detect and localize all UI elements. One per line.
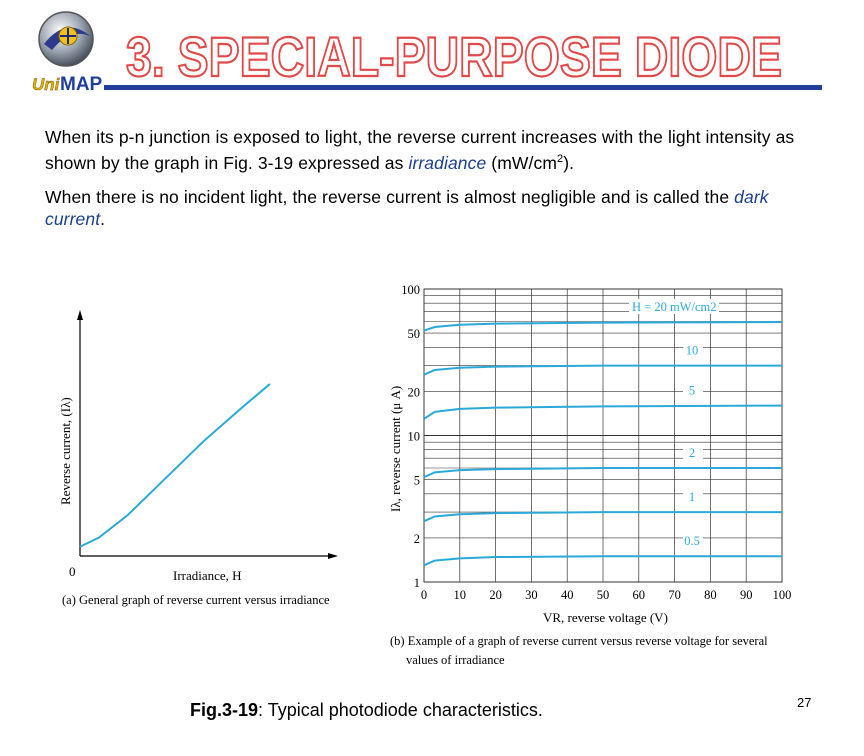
chart-b-xtick: 100	[773, 588, 792, 602]
logo-text-uni: Uni	[32, 75, 61, 94]
unimap-logo: Uni MAP	[32, 11, 103, 95]
chart-b-subtitle-line1: (b) Example of a graph of reverse curren…	[390, 634, 768, 648]
paragraph-dark-current: When there is no incident light, the rev…	[45, 187, 769, 229]
chart-b-series-line	[423, 467, 782, 479]
chart-b-label-bg	[683, 382, 703, 398]
chart-b-series-line	[423, 555, 782, 567]
chart-a-y-arrow	[77, 310, 83, 320]
chart-b-label-bg	[683, 489, 703, 505]
page-number: 27	[797, 695, 812, 710]
chart-b-series-line	[423, 404, 783, 420]
chart-b-series-label: H = 20 mW/cm2	[632, 300, 716, 314]
chart-b-grid	[423, 288, 783, 583]
chart-b-ytick: 100	[401, 283, 420, 297]
chart-b-xtick: 80	[704, 588, 717, 602]
chart-b-label-bg	[683, 445, 703, 461]
chart-b-series-line	[423, 321, 783, 332]
caption-label: Fig.3-19	[190, 700, 259, 720]
chart-b-label-bg	[629, 299, 719, 315]
chart-b-series-label: 1	[689, 490, 695, 504]
chart-b-xtick: 40	[561, 588, 574, 602]
chart-b-xtick: 50	[597, 588, 610, 602]
page-title-text: 3. SPECIAL-PURPOSE DIODE	[126, 25, 782, 84]
chart-b-ytick: 2	[414, 532, 420, 546]
chart-b-series-label: 0.5	[684, 534, 700, 548]
term-dark-current: dark current	[45, 187, 769, 229]
chart-b-ytick: 5	[414, 474, 420, 488]
chart-a-origin-label: 0	[69, 564, 76, 579]
chart-b-ytick: 20	[408, 385, 421, 399]
chart-b-xtick: 60	[633, 588, 646, 602]
term-irradiance: irradiance	[408, 152, 487, 173]
chart-b: 0 10 20 30 40 50 60 70 80 90 100 100 50 20 10 5 2 1 H = 2…	[388, 283, 791, 667]
caption-text: : Typical photodiode characteristics.	[258, 700, 543, 720]
chart-b-ytick: 50	[408, 327, 421, 341]
chart-b-ytick: 10	[408, 430, 421, 444]
chart-b-series-label: 10	[686, 344, 699, 358]
figure-caption: Fig.3-19: Typical photodiode characteris…	[190, 700, 543, 721]
chart-b-xlabel: VR, reverse voltage (V)	[543, 610, 668, 625]
paragraph-irradiance: When its p-n junction is exposed to ligh…	[45, 127, 795, 173]
chart-b-series-line	[423, 364, 782, 376]
chart-a-ylabel: Reverse current, (Iλ)	[58, 397, 73, 505]
chart-b-ytick: 1	[414, 576, 420, 590]
chart-b-ylabel: Iλ, reverse current (μ A)	[388, 386, 403, 512]
chart-b-series-label: 5	[689, 384, 695, 398]
chart-a-curve	[79, 383, 271, 548]
chart-b-series-line	[423, 511, 782, 523]
chart-b-label-bg	[683, 342, 703, 358]
chart-b-xtick: 70	[668, 588, 681, 602]
chart-b-xtick: 20	[489, 588, 502, 602]
page-title: 3. SPECIAL-PURPOSE DIODE	[125, 24, 783, 84]
chart-b-xtick: 90	[740, 588, 753, 602]
logo-text-map: MAP	[60, 74, 103, 95]
title-underline	[104, 85, 822, 90]
chart-a-x-arrow	[328, 553, 338, 559]
chart-b-series-label: 2	[689, 446, 695, 460]
chart-a: 0 Irradiance, H Reverse current, (Iλ) (a…	[58, 310, 338, 607]
chart-b-subtitle-line2: values of irradiance	[406, 653, 505, 667]
chart-b-label-bg	[683, 533, 703, 549]
chart-b-xtick: 10	[454, 588, 467, 602]
chart-a-xlabel: Irradiance, H	[173, 568, 242, 583]
chart-b-xtick: 0	[421, 588, 427, 602]
chart-b-xtick: 30	[525, 588, 538, 602]
chart-a-subtitle: (a) General graph of reverse current ver…	[62, 593, 330, 607]
